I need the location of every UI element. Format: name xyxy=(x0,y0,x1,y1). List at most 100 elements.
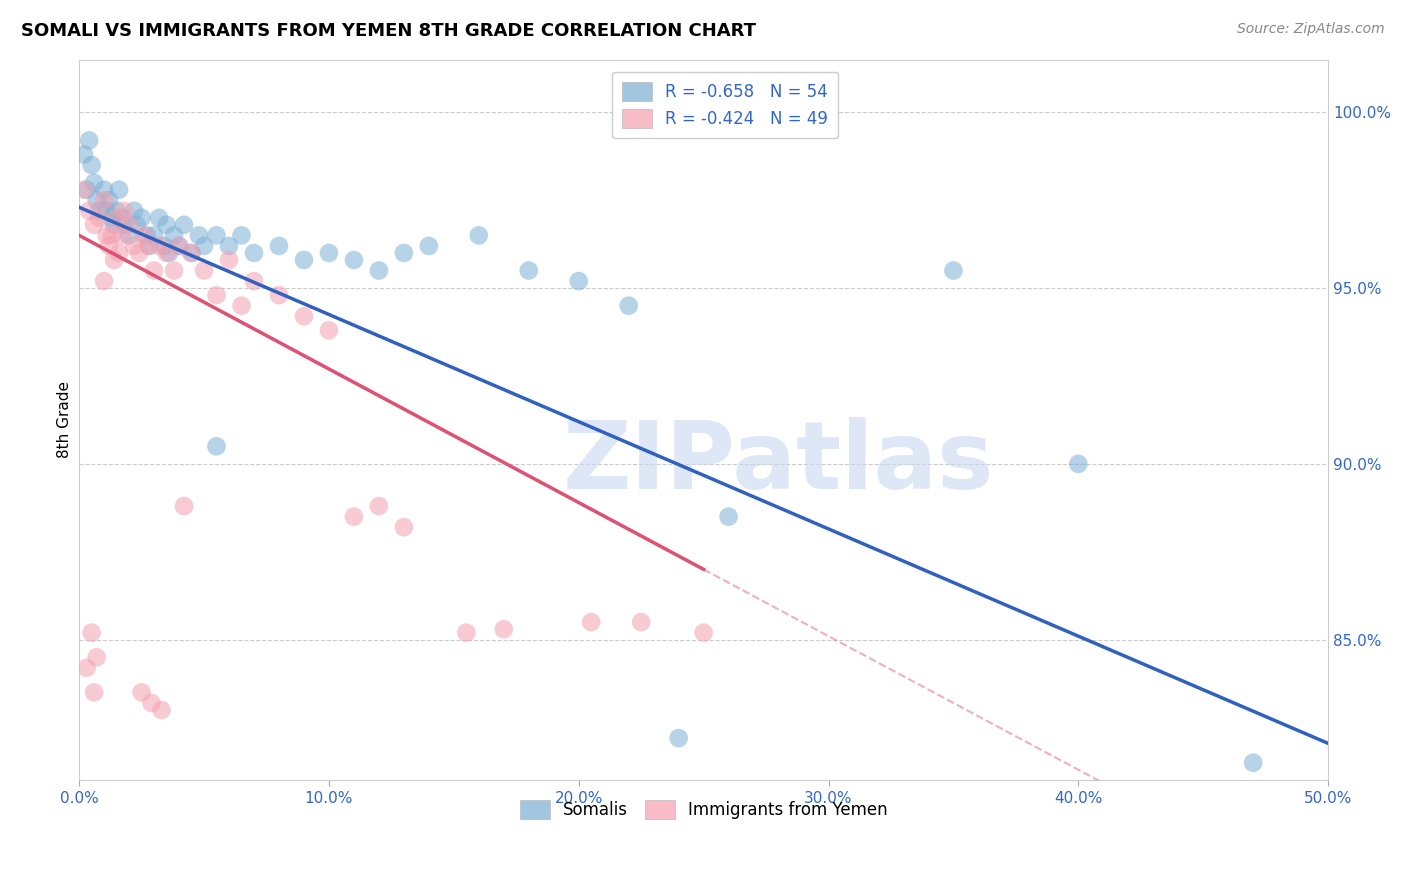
Point xyxy=(267,239,290,253)
Point xyxy=(367,499,389,513)
Point xyxy=(218,239,240,253)
Point xyxy=(231,299,253,313)
Point xyxy=(135,228,157,243)
Point xyxy=(717,509,740,524)
Text: ZIPatlas: ZIPatlas xyxy=(562,417,994,509)
Point xyxy=(143,228,166,243)
Point xyxy=(205,439,228,453)
Point xyxy=(125,218,148,232)
Point xyxy=(103,218,125,232)
Point xyxy=(112,218,135,232)
Point xyxy=(87,203,110,218)
Point xyxy=(193,239,215,253)
Point xyxy=(243,246,266,260)
Point xyxy=(188,228,211,243)
Point xyxy=(1067,457,1090,471)
Point xyxy=(128,246,150,260)
Point xyxy=(103,252,125,267)
Point xyxy=(150,703,173,717)
Point xyxy=(143,263,166,277)
Point xyxy=(98,239,121,253)
Point xyxy=(96,203,118,218)
Point xyxy=(122,203,145,218)
Point xyxy=(80,625,103,640)
Point xyxy=(73,147,96,161)
Point xyxy=(617,299,640,313)
Point xyxy=(367,263,389,277)
Point xyxy=(76,183,98,197)
Point xyxy=(267,288,290,302)
Point xyxy=(167,239,190,253)
Point xyxy=(579,615,602,629)
Point xyxy=(468,228,491,243)
Point xyxy=(110,228,132,243)
Point xyxy=(105,211,128,225)
Point xyxy=(77,203,100,218)
Point xyxy=(343,509,366,524)
Point xyxy=(180,246,202,260)
Point xyxy=(86,650,108,665)
Point xyxy=(131,211,153,225)
Point xyxy=(456,625,478,640)
Point xyxy=(163,263,186,277)
Point xyxy=(517,263,540,277)
Point xyxy=(87,211,110,225)
Point xyxy=(163,228,186,243)
Point xyxy=(231,228,253,243)
Point xyxy=(108,246,131,260)
Point xyxy=(1241,756,1264,770)
Point xyxy=(122,239,145,253)
Point xyxy=(155,218,177,232)
Point xyxy=(568,274,591,288)
Point xyxy=(93,274,115,288)
Point xyxy=(108,183,131,197)
Point xyxy=(173,499,195,513)
Point xyxy=(318,323,340,337)
Point xyxy=(392,246,415,260)
Point xyxy=(112,203,135,218)
Point xyxy=(155,246,177,260)
Point xyxy=(292,252,315,267)
Point xyxy=(138,239,160,253)
Point xyxy=(100,228,122,243)
Point xyxy=(73,183,96,197)
Point xyxy=(93,183,115,197)
Point xyxy=(83,218,105,232)
Point xyxy=(76,661,98,675)
Point xyxy=(343,252,366,267)
Point xyxy=(942,263,965,277)
Point xyxy=(392,520,415,534)
Point xyxy=(83,176,105,190)
Point xyxy=(105,203,128,218)
Point xyxy=(148,239,170,253)
Point xyxy=(243,274,266,288)
Point xyxy=(418,239,440,253)
Point xyxy=(118,218,141,232)
Text: SOMALI VS IMMIGRANTS FROM YEMEN 8TH GRADE CORRELATION CHART: SOMALI VS IMMIGRANTS FROM YEMEN 8TH GRAD… xyxy=(21,22,756,40)
Point xyxy=(132,228,155,243)
Point xyxy=(180,246,202,260)
Point xyxy=(167,239,190,253)
Point xyxy=(118,228,141,243)
Point xyxy=(131,685,153,699)
Point xyxy=(492,622,515,636)
Point xyxy=(630,615,652,629)
Point xyxy=(80,158,103,172)
Point xyxy=(83,685,105,699)
Point xyxy=(138,239,160,253)
Point xyxy=(77,133,100,147)
Point xyxy=(96,228,118,243)
Point xyxy=(692,625,714,640)
Point xyxy=(153,239,176,253)
Point xyxy=(668,731,690,745)
Legend: Somalis, Immigrants from Yemen: Somalis, Immigrants from Yemen xyxy=(513,794,894,826)
Point xyxy=(110,211,132,225)
Point xyxy=(193,263,215,277)
Point xyxy=(218,252,240,267)
Point xyxy=(148,211,170,225)
Point xyxy=(292,310,315,324)
Text: Source: ZipAtlas.com: Source: ZipAtlas.com xyxy=(1237,22,1385,37)
Y-axis label: 8th Grade: 8th Grade xyxy=(58,382,72,458)
Point xyxy=(157,246,180,260)
Point xyxy=(318,246,340,260)
